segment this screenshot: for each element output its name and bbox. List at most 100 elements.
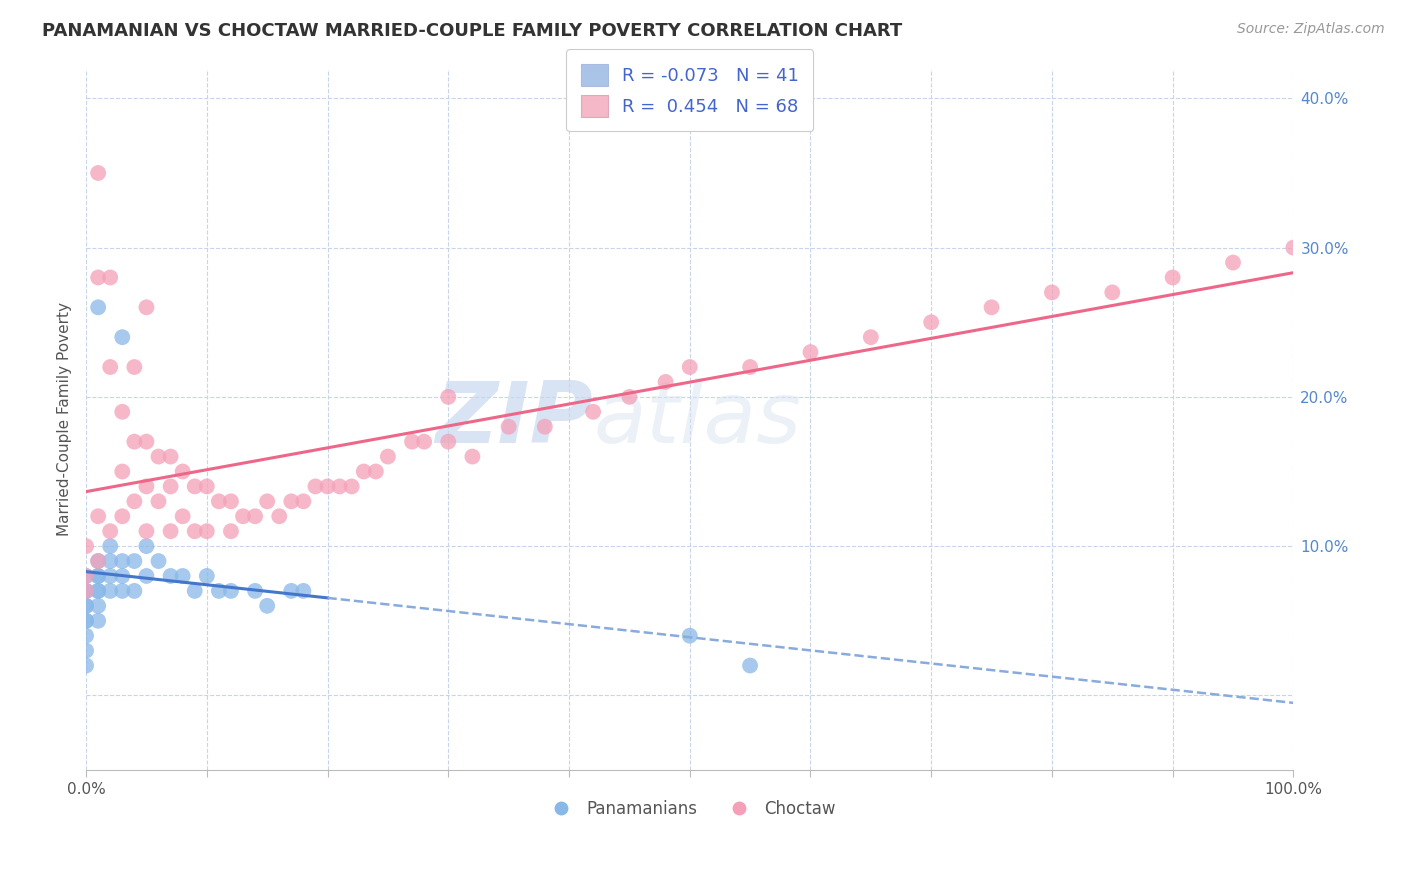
Point [679, 629, 702, 643]
Point [148, 554, 170, 568]
Point [124, 434, 146, 449]
Point [124, 583, 146, 598]
Point [135, 479, 157, 493]
Point [87, 509, 110, 524]
Point [87, 554, 110, 568]
Text: PANAMANIAN VS CHOCTAW MARRIED-COUPLE FAMILY POVERTY CORRELATION CHART: PANAMANIAN VS CHOCTAW MARRIED-COUPLE FAM… [42, 22, 903, 40]
Legend: Panamanians, Choctaw: Panamanians, Choctaw [537, 794, 842, 825]
Point [98, 539, 121, 553]
Point [87, 554, 110, 568]
Point [75, 569, 97, 583]
Point [219, 494, 242, 508]
Point [172, 569, 194, 583]
Point [111, 509, 134, 524]
Point [87, 270, 110, 285]
Point [461, 450, 484, 464]
Point [195, 479, 218, 493]
Point [208, 583, 231, 598]
Point [98, 359, 121, 374]
Point [124, 494, 146, 508]
Point [329, 479, 352, 493]
Point [87, 166, 110, 180]
Point [75, 599, 97, 613]
Point [148, 494, 170, 508]
Point [98, 583, 121, 598]
Point [280, 494, 302, 508]
Point [75, 583, 97, 598]
Point [111, 330, 134, 344]
Text: Source: ZipAtlas.com: Source: ZipAtlas.com [1237, 22, 1385, 37]
Point [75, 583, 97, 598]
Point [738, 658, 761, 673]
Point [1222, 255, 1244, 269]
Point [87, 583, 110, 598]
Point [135, 539, 157, 553]
Point [437, 434, 460, 449]
Point [98, 270, 121, 285]
Point [183, 524, 205, 539]
Point [364, 465, 387, 479]
Point [219, 524, 242, 539]
Point [98, 554, 121, 568]
Point [437, 390, 460, 404]
Point [679, 359, 702, 374]
Point [172, 465, 194, 479]
Point [75, 643, 97, 657]
Point [413, 434, 436, 449]
Point [172, 509, 194, 524]
Point [195, 524, 218, 539]
Point [292, 583, 315, 598]
Point [799, 345, 821, 359]
Point [159, 479, 181, 493]
Point [124, 359, 146, 374]
Point [219, 583, 242, 598]
Point [316, 479, 339, 493]
Point [75, 599, 97, 613]
Point [1282, 241, 1305, 255]
Point [75, 539, 97, 553]
Point [135, 434, 157, 449]
Point [75, 583, 97, 598]
Point [1040, 285, 1063, 300]
Point [111, 583, 134, 598]
Point [111, 465, 134, 479]
Point [135, 569, 157, 583]
Point [256, 599, 278, 613]
Point [654, 375, 676, 389]
Point [124, 554, 146, 568]
Y-axis label: Married-Couple Family Poverty: Married-Couple Family Poverty [58, 302, 72, 536]
Point [111, 554, 134, 568]
Point [159, 450, 181, 464]
Point [256, 494, 278, 508]
Point [377, 450, 399, 464]
Point [920, 315, 942, 329]
Point [292, 494, 315, 508]
Point [75, 569, 97, 583]
Point [87, 569, 110, 583]
Point [98, 569, 121, 583]
Point [619, 390, 641, 404]
Point [111, 405, 134, 419]
Text: ZIP: ZIP [436, 377, 593, 461]
Point [208, 494, 231, 508]
Point [111, 569, 134, 583]
Point [859, 330, 882, 344]
Point [148, 450, 170, 464]
Point [340, 479, 363, 493]
Point [87, 569, 110, 583]
Point [232, 509, 254, 524]
Point [280, 583, 302, 598]
Point [98, 524, 121, 539]
Point [243, 583, 266, 598]
Point [183, 583, 205, 598]
Point [135, 524, 157, 539]
Point [75, 614, 97, 628]
Point [75, 629, 97, 643]
Point [87, 301, 110, 315]
Point [75, 614, 97, 628]
Point [87, 583, 110, 598]
Point [304, 479, 326, 493]
Point [75, 658, 97, 673]
Point [1161, 270, 1184, 285]
Point [498, 419, 520, 434]
